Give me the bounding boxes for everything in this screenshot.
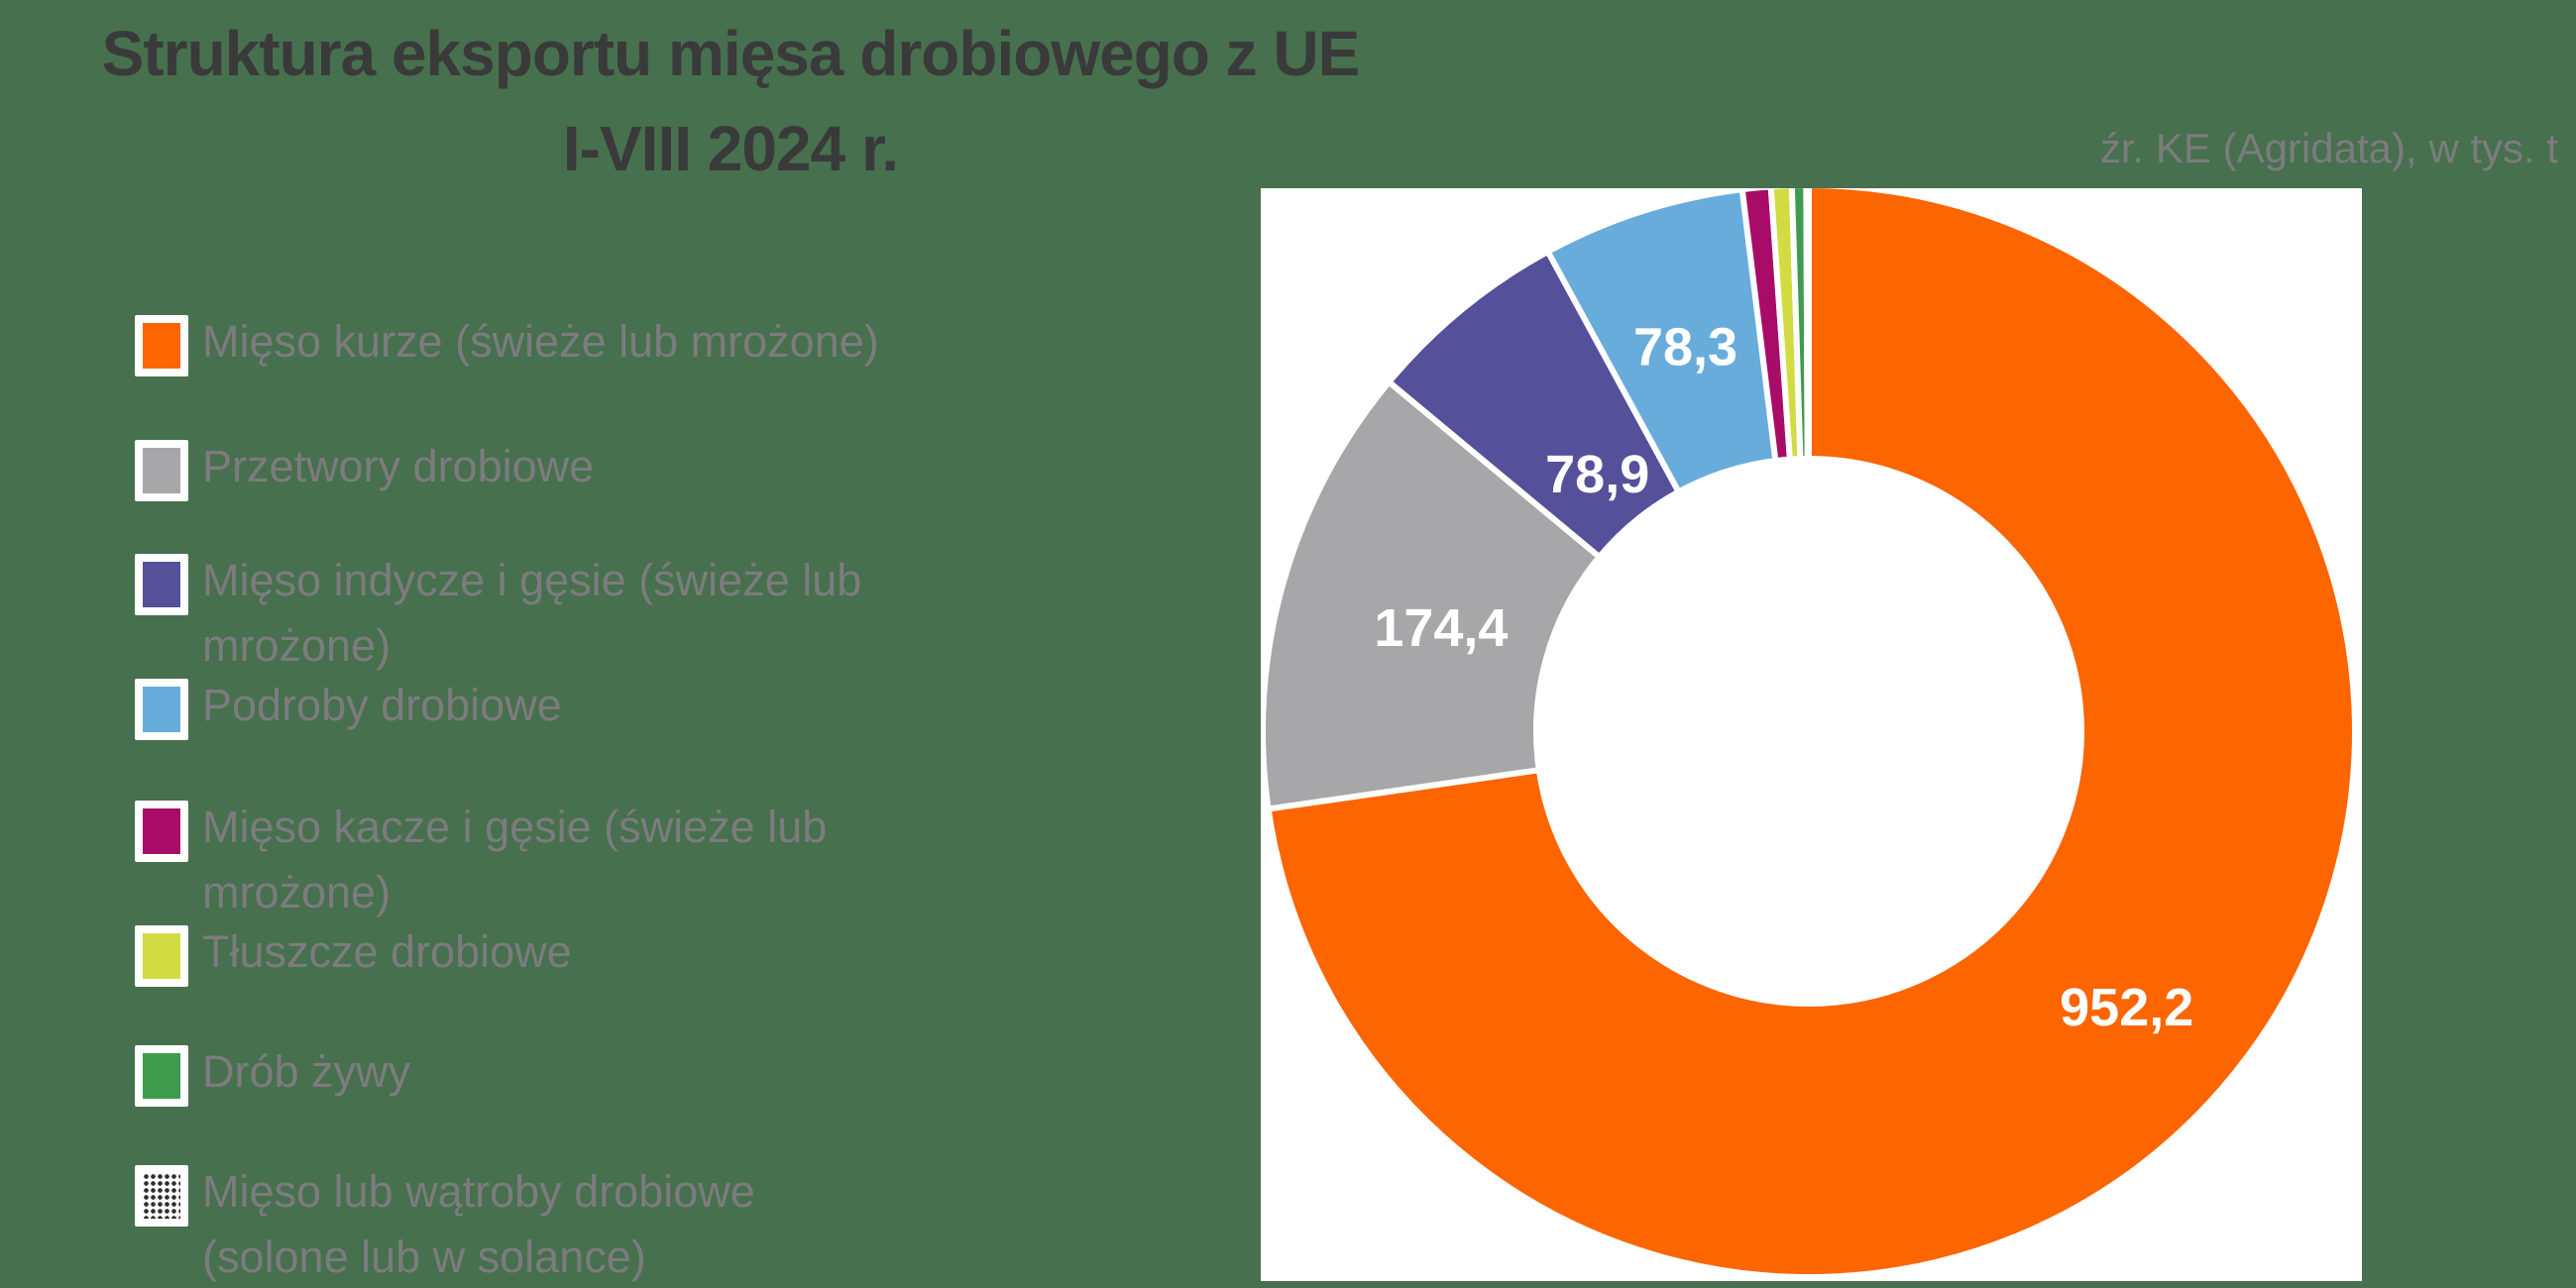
legend-item: Podroby drobiowe xyxy=(135,673,1094,740)
legend-item-label: Mięso lub wątroby drobiowe (solone lub w… xyxy=(202,1166,755,1282)
legend-item: Tłuszcze drobiowe xyxy=(135,919,1094,987)
chart-title: Struktura eksportu mięsa drobiowego z UE… xyxy=(12,6,1449,196)
legend-item-label: Drób żywy xyxy=(202,1046,411,1097)
title-line-1: Struktura eksportu mięsa drobiowego z UE xyxy=(101,18,1361,89)
legend-item-label: Przetwory drobiowe xyxy=(202,441,595,491)
slice-value-label: 78,3 xyxy=(1633,318,1737,377)
legend-item: Mięso lub wątroby drobiowe (solone lub w… xyxy=(135,1159,846,1288)
legend-item: Przetwory drobiowe xyxy=(135,434,1094,501)
legend-item-label: Tłuszcze drobiowe xyxy=(202,926,572,977)
legend-key-icon xyxy=(135,1045,188,1107)
slice-value-label: 78,9 xyxy=(1545,445,1649,504)
legend-item-label: Mięso kacze i gęsie (świeże lub mrożone) xyxy=(202,802,828,917)
legend: Mięso kurze (świeże lub mrożone) Przetwor… xyxy=(0,0,1249,1288)
plot-area: 952,2 174,4 78,9 78,3 xyxy=(1261,188,2362,1281)
legend-key-icon xyxy=(135,554,188,615)
slice-value-label: 952,2 xyxy=(2060,978,2193,1037)
slice-value-label: 174,4 xyxy=(1374,598,1508,658)
donut-slice xyxy=(1803,188,1812,462)
donut-slice xyxy=(1265,188,2358,1280)
donut-chart: 952,2 174,4 78,9 78,3 xyxy=(1261,188,2358,1280)
legend-item-label: Podroby drobiowe xyxy=(202,680,562,730)
legend-key-icon xyxy=(135,440,188,501)
legend-item: Mięso kacze i gęsie (świeże lub mrożone) xyxy=(135,795,965,925)
legend-item-label: Mięso indycze i gęsie (świeże lub mrożon… xyxy=(202,555,862,671)
source-note: źr. KE (Agridata), w tys. t xyxy=(2099,125,2558,171)
legend-key-icon xyxy=(135,801,188,862)
legend-item: Drób żywy xyxy=(135,1039,1094,1107)
legend-key-icon xyxy=(135,1165,188,1227)
legend-key-icon xyxy=(135,679,188,740)
legend-item: Mięso indycze i gęsie (świeże lub mrożon… xyxy=(135,548,965,679)
legend-key-icon xyxy=(135,315,188,376)
title-line-2: I-VIII 2024 r. xyxy=(562,113,899,184)
legend-key-icon xyxy=(135,925,188,987)
legend-item-label: Mięso kurze (świeże lub mrożone) xyxy=(202,316,879,367)
legend-item: Mięso kurze (świeże lub mrożone) xyxy=(135,309,1094,376)
